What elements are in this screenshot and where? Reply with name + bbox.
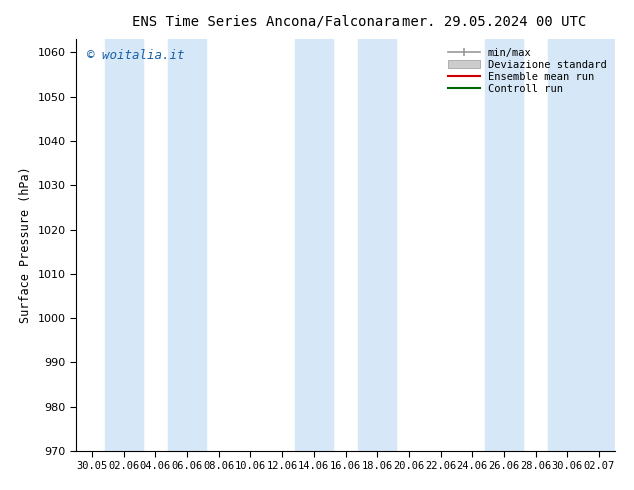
- Text: ENS Time Series Ancona/Falconara: ENS Time Series Ancona/Falconara: [133, 15, 400, 29]
- Bar: [295, 39, 333, 451]
- Text: © woitalia.it: © woitalia.it: [87, 49, 184, 63]
- Bar: [168, 39, 206, 451]
- Bar: [580, 39, 618, 451]
- Bar: [548, 39, 586, 451]
- Legend: min/max, Deviazione standard, Ensemble mean run, Controll run: min/max, Deviazione standard, Ensemble m…: [445, 45, 610, 97]
- Bar: [358, 39, 396, 451]
- Text: mer. 29.05.2024 00 UTC: mer. 29.05.2024 00 UTC: [403, 15, 586, 29]
- Bar: [105, 39, 143, 451]
- Bar: [485, 39, 523, 451]
- Y-axis label: Surface Pressure (hPa): Surface Pressure (hPa): [19, 167, 32, 323]
